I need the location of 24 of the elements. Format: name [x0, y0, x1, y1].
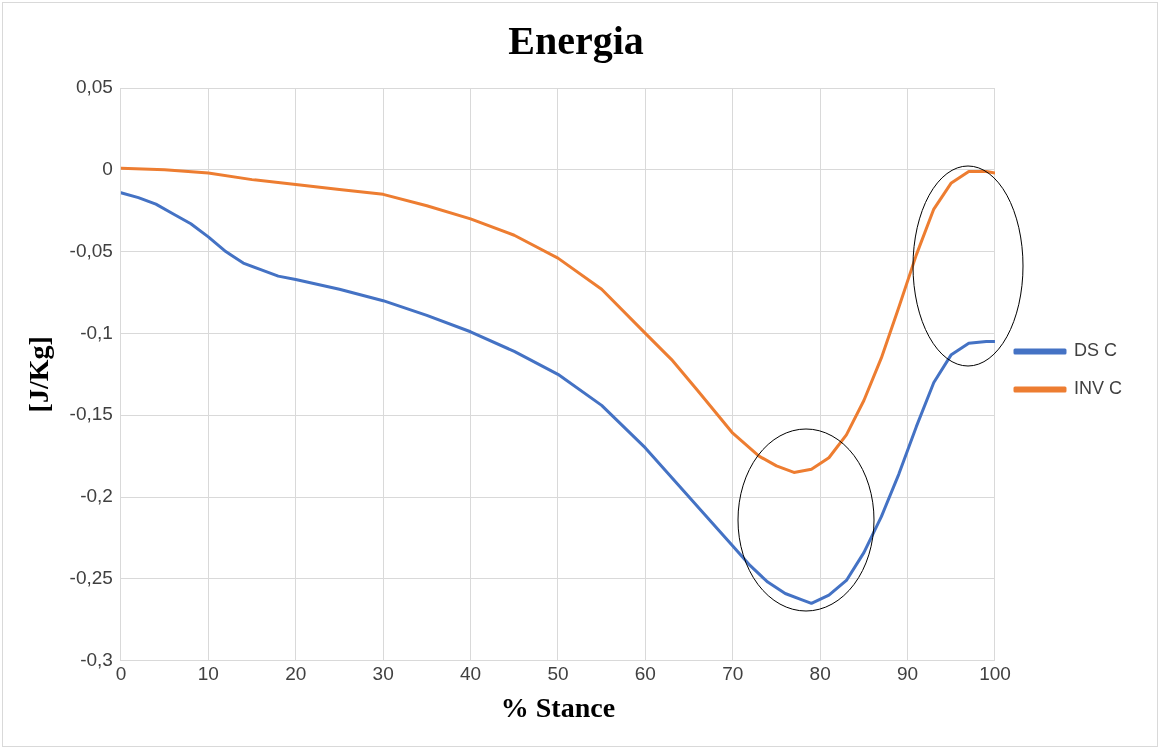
- legend-label: INV C: [1073, 378, 1123, 399]
- x-axis-title: % Stance: [500, 692, 616, 724]
- y-tick-label: -0,3: [80, 648, 113, 670]
- x-tick-label: 40: [459, 663, 482, 685]
- x-tick-label: 100: [979, 663, 1011, 685]
- x-tick-label: 80: [809, 663, 831, 685]
- x-tick-label: 30: [372, 663, 394, 685]
- legend-label: DS C: [1073, 340, 1118, 361]
- x-tick-label: 20: [285, 663, 307, 685]
- chart-title: Energia: [508, 18, 644, 64]
- y-tick-label: 0: [102, 158, 113, 180]
- y-axis-title: [J/Kg]: [23, 336, 55, 413]
- y-tick-label: -0,15: [69, 403, 113, 425]
- y-tick-label: -0,05: [69, 239, 113, 261]
- x-tick-label: 90: [897, 663, 919, 685]
- x-tick-label: 70: [722, 663, 744, 685]
- x-tick-label: 0: [115, 663, 127, 685]
- y-tick-label: -0,1: [80, 321, 113, 343]
- x-tick-label: 50: [547, 663, 569, 685]
- y-tick-label: -0,25: [69, 567, 113, 589]
- y-tick-label: 0,05: [75, 76, 113, 98]
- y-tick-label: -0,2: [80, 485, 113, 507]
- x-tick-label: 60: [634, 663, 656, 685]
- x-tick-label: 10: [197, 663, 219, 685]
